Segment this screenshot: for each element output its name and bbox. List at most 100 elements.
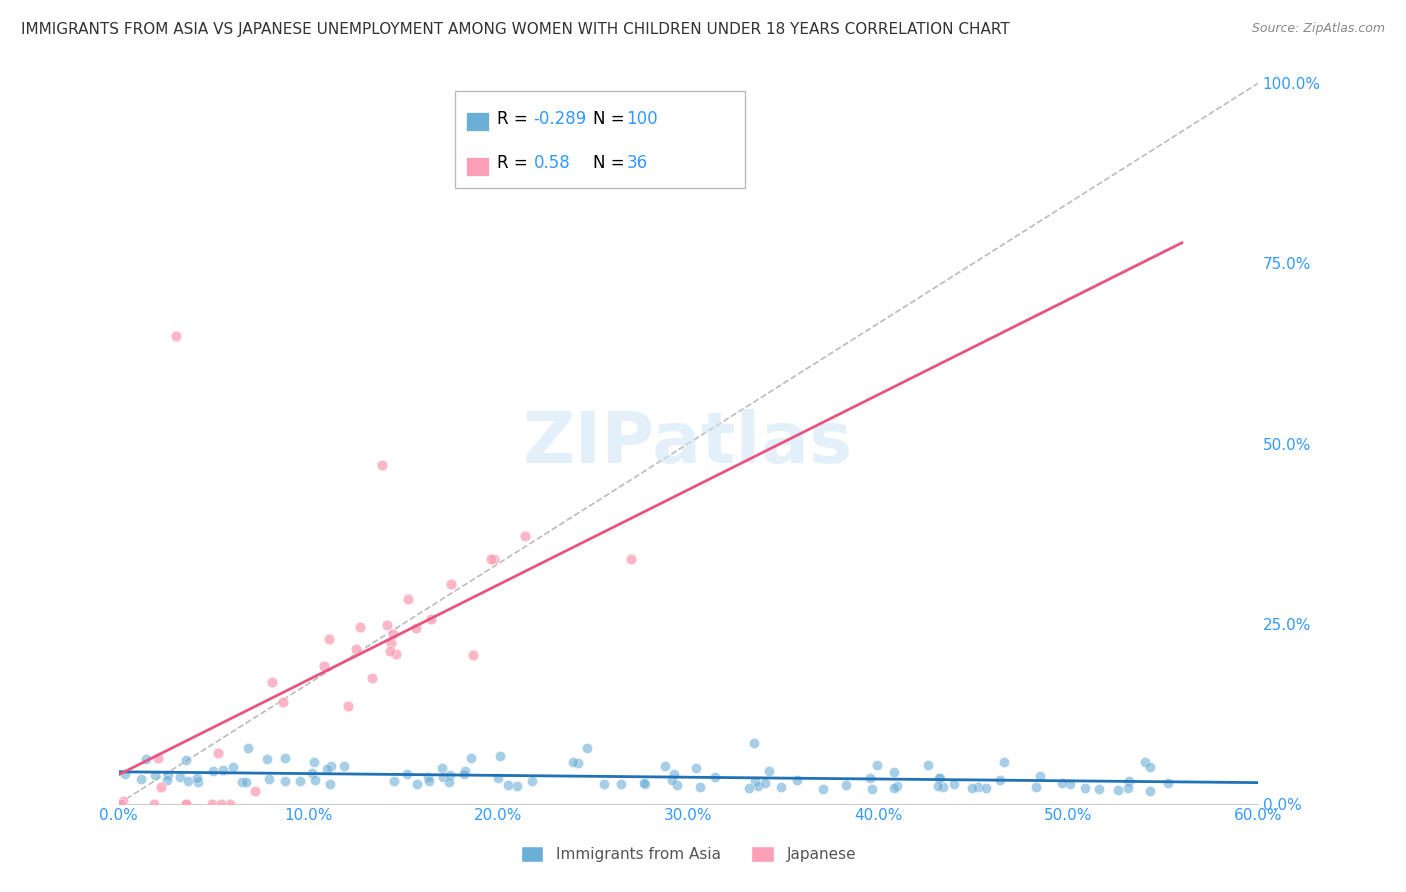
Point: [319, 777, 342, 791]
Point: [859, 772, 882, 786]
Point: [439, 775, 461, 789]
Point: [344, 642, 367, 657]
Point: [496, 778, 519, 792]
Point: [375, 618, 398, 632]
Point: [273, 751, 295, 765]
Point: [620, 551, 643, 566]
Point: [207, 746, 229, 760]
Point: [1088, 782, 1111, 797]
Point: [418, 774, 440, 789]
Point: [135, 752, 157, 766]
Point: [243, 784, 266, 798]
Point: [396, 767, 419, 781]
Point: [187, 775, 209, 789]
Point: [988, 773, 1011, 788]
Point: [257, 772, 280, 787]
Text: 0.58: 0.58: [533, 153, 571, 171]
Text: Source: ZipAtlas.com: Source: ZipAtlas.com: [1251, 22, 1385, 36]
Point: [704, 770, 727, 784]
Point: [786, 773, 808, 788]
Point: [211, 763, 233, 777]
Point: [176, 753, 198, 767]
Point: [235, 775, 257, 789]
Point: [361, 671, 384, 685]
Point: [177, 774, 200, 789]
Point: [150, 780, 173, 794]
Point: [318, 632, 340, 646]
Point: [866, 758, 889, 772]
Point: [1135, 755, 1157, 769]
Point: [382, 774, 405, 789]
Point: [883, 780, 905, 795]
Point: [1107, 783, 1129, 797]
Point: [288, 774, 311, 789]
Point: [1025, 780, 1047, 794]
Point: [1157, 776, 1180, 790]
Point: [1118, 774, 1140, 789]
Point: [1059, 777, 1081, 791]
Point: [385, 647, 408, 661]
Point: [886, 779, 908, 793]
Point: [169, 770, 191, 784]
Point: [371, 458, 394, 473]
Point: [222, 760, 245, 774]
Point: [302, 755, 325, 769]
Point: [1116, 780, 1139, 795]
Point: [835, 778, 858, 792]
Point: [932, 780, 955, 795]
Text: 100: 100: [626, 110, 658, 128]
Point: [1050, 776, 1073, 790]
Point: [917, 758, 939, 772]
Text: IMMIGRANTS FROM ASIA VS JAPANESE UNEMPLOYMENT AMONG WOMEN WITH CHILDREN UNDER 18: IMMIGRANTS FROM ASIA VS JAPANESE UNEMPLO…: [21, 22, 1010, 37]
Point: [262, 674, 284, 689]
Point: [860, 781, 883, 796]
Point: [174, 797, 197, 811]
Point: [634, 777, 657, 791]
Point: [314, 659, 336, 673]
Point: [110, 797, 132, 811]
Point: [201, 764, 224, 778]
Point: [418, 770, 440, 784]
Point: [744, 736, 766, 750]
Text: -0.289: -0.289: [533, 110, 586, 128]
Point: [661, 773, 683, 788]
Point: [993, 756, 1015, 770]
Point: [432, 771, 454, 785]
Text: 36: 36: [626, 153, 647, 171]
Point: [218, 797, 240, 811]
Point: [928, 771, 950, 785]
Point: [747, 779, 769, 793]
Point: [453, 767, 475, 781]
Point: [186, 771, 208, 785]
Point: [396, 592, 419, 607]
Point: [960, 781, 983, 796]
Point: [575, 741, 598, 756]
Point: [1139, 760, 1161, 774]
Text: R =: R =: [496, 153, 533, 171]
Point: [567, 756, 589, 770]
Point: [156, 772, 179, 787]
Point: [927, 779, 949, 793]
Point: [489, 749, 512, 764]
Legend: Immigrants from Asia, Japanese: Immigrants from Asia, Japanese: [515, 839, 862, 868]
Point: [463, 648, 485, 662]
Point: [333, 759, 356, 773]
Point: [942, 777, 965, 791]
Point: [380, 636, 402, 650]
Point: [482, 552, 505, 566]
Point: [406, 777, 429, 791]
Point: [758, 764, 780, 778]
Point: [486, 771, 509, 785]
Point: [685, 761, 707, 775]
Point: [665, 779, 688, 793]
Point: [419, 612, 441, 626]
Point: [439, 768, 461, 782]
Point: [231, 774, 253, 789]
Point: [562, 755, 585, 769]
Point: [664, 766, 686, 780]
Point: [143, 768, 166, 782]
Point: [928, 771, 950, 785]
Point: [689, 780, 711, 795]
Point: [967, 780, 990, 794]
Point: [129, 772, 152, 786]
